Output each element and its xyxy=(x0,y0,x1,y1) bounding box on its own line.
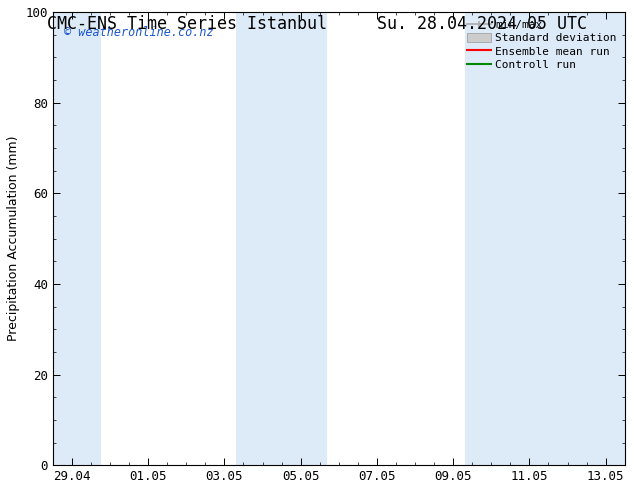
Y-axis label: Precipitation Accumulation (mm): Precipitation Accumulation (mm) xyxy=(7,136,20,342)
Bar xyxy=(465,12,624,465)
Bar xyxy=(236,12,327,465)
Text: © weatheronline.co.nz: © weatheronline.co.nz xyxy=(64,25,214,39)
Bar xyxy=(53,12,101,465)
Legend: min/max, Standard deviation, Ensemble mean run, Controll run: min/max, Standard deviation, Ensemble me… xyxy=(464,18,619,72)
Text: CMC-ENS Time Series Istanbul     Su. 28.04.2024 05 UTC: CMC-ENS Time Series Istanbul Su. 28.04.2… xyxy=(47,15,587,33)
